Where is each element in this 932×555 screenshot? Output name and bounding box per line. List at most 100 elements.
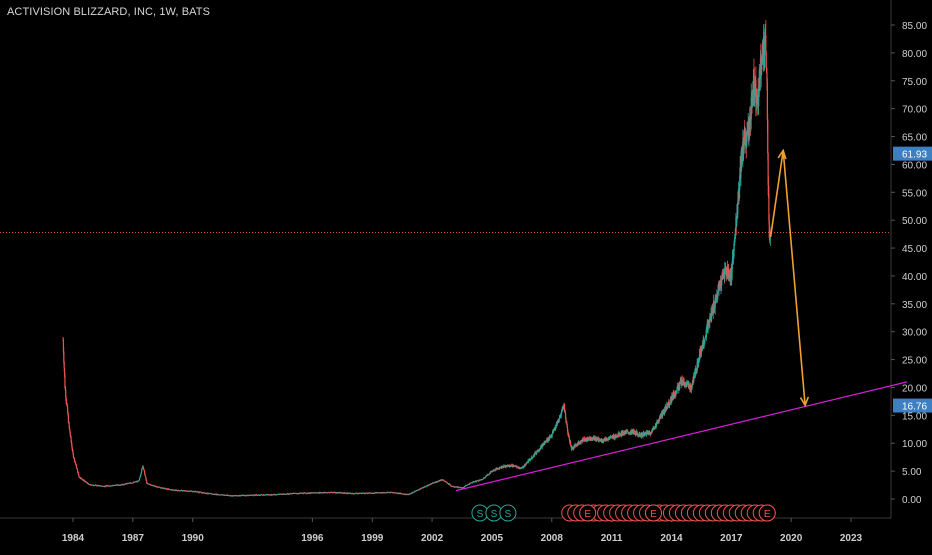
price-candle — [580, 440, 582, 443]
price-candle — [721, 279, 723, 285]
y-tick-label: 20.00 — [902, 383, 927, 394]
arrowhead-down — [799, 396, 810, 408]
price-candle — [436, 481, 438, 483]
price-candle — [660, 416, 662, 419]
price-candle — [640, 432, 643, 437]
price-candle — [337, 492, 339, 494]
price-candle — [67, 406, 69, 413]
price-candle — [728, 270, 730, 278]
price-candle — [724, 268, 726, 279]
price-tag-label: 16.76 — [902, 402, 927, 413]
price-candle — [681, 379, 683, 383]
price-candle — [132, 482, 134, 484]
price-candle — [317, 492, 320, 494]
price-candle — [548, 440, 550, 441]
price-candle — [123, 484, 125, 486]
price-candle — [429, 484, 432, 486]
price-candle — [238, 495, 240, 497]
x-tick-label: 1999 — [361, 533, 384, 544]
price-candle — [98, 485, 100, 486]
price-candle — [70, 436, 72, 441]
price-tag-label: 61.93 — [902, 150, 927, 161]
price-candle — [413, 491, 416, 493]
price-candle — [65, 400, 68, 404]
price-candle — [145, 476, 147, 480]
price-candle — [410, 493, 412, 495]
price-candle — [447, 483, 449, 485]
price-candle — [245, 495, 248, 497]
price-candle — [568, 438, 571, 440]
price-candle — [675, 391, 678, 393]
price-candle — [174, 490, 177, 492]
y-tick-label: 25.00 — [902, 356, 927, 367]
price-candle — [366, 492, 368, 494]
price-candle — [270, 494, 272, 496]
price-candle — [69, 429, 71, 434]
price-candle — [592, 439, 594, 441]
x-tick-label: 2014 — [660, 533, 683, 544]
price-candle — [411, 493, 413, 494]
price-candle — [505, 465, 508, 467]
price-candle — [142, 468, 145, 470]
price-candle — [563, 404, 566, 412]
price-candle — [557, 422, 559, 424]
price-candle — [655, 426, 657, 428]
price-candle — [650, 433, 652, 435]
price-candle — [336, 492, 338, 494]
price-candle — [226, 495, 228, 497]
price-candle — [463, 486, 465, 488]
price-candle — [524, 464, 526, 466]
y-tick-label: 60.00 — [902, 160, 927, 171]
price-candle — [488, 474, 490, 475]
price-candle — [70, 440, 73, 444]
price-candle — [318, 492, 320, 494]
split-marker-label: S — [505, 509, 512, 520]
price-candle — [640, 434, 642, 437]
price-candle — [434, 482, 436, 484]
price-candle — [765, 51, 767, 68]
price-candle — [566, 421, 568, 424]
price-candle — [122, 484, 124, 485]
price-candle — [72, 450, 74, 454]
price-candle — [739, 175, 741, 190]
y-tick-label: 80.00 — [902, 49, 927, 60]
price-candle — [78, 474, 80, 476]
price-candle — [77, 469, 79, 473]
price-candle — [143, 469, 145, 471]
price-candle — [77, 472, 79, 475]
price-candle — [525, 463, 528, 465]
price-candle — [504, 465, 506, 468]
y-tick-label: 15.00 — [902, 411, 927, 422]
price-candle — [584, 438, 587, 441]
price-candle — [587, 437, 589, 439]
price-candle — [73, 457, 75, 458]
price-candle — [679, 382, 681, 386]
price-candle — [64, 375, 66, 388]
price-candle — [477, 480, 479, 482]
price-candle — [146, 480, 148, 484]
price-candle — [153, 485, 155, 487]
price-candle — [78, 475, 80, 478]
price-candle — [65, 390, 67, 398]
price-candle — [141, 468, 143, 470]
price-candle — [144, 471, 146, 475]
price-candle — [73, 458, 76, 462]
price-candle — [81, 478, 83, 480]
price-candle — [142, 465, 144, 469]
price-candle — [744, 138, 747, 145]
price-candle — [231, 495, 233, 497]
price-candle — [381, 492, 383, 494]
price-candle — [512, 464, 515, 467]
price-candle — [564, 410, 566, 413]
price-candle — [141, 469, 143, 473]
price-candle — [707, 321, 709, 333]
price-candle — [424, 486, 427, 488]
price-candle — [616, 436, 618, 438]
price-candle — [425, 485, 427, 487]
split-marker — [499, 504, 517, 522]
price-candle — [728, 276, 730, 278]
price-candle — [655, 422, 658, 427]
